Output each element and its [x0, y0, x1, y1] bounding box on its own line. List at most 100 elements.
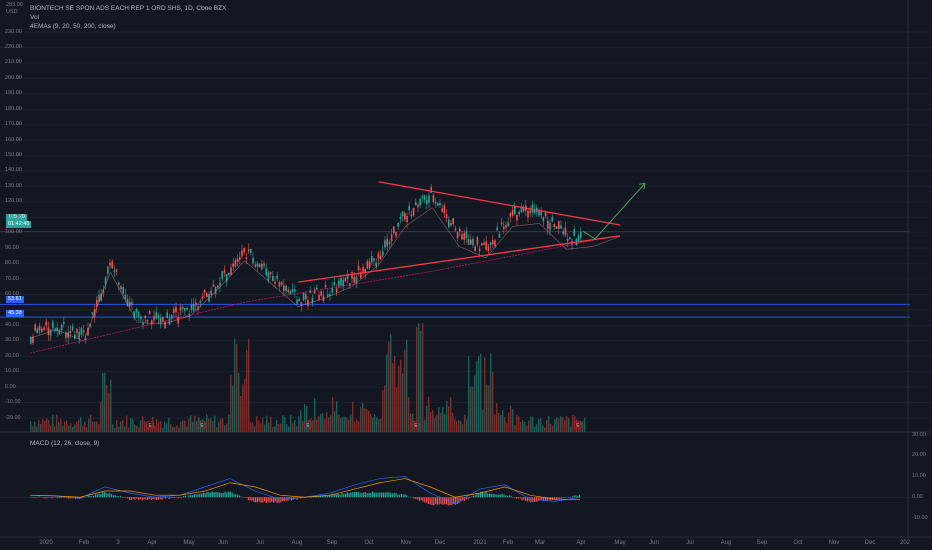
macd-histogram-bar	[492, 494, 494, 498]
volume-bar	[204, 421, 206, 432]
macd-histogram-bar	[215, 492, 217, 498]
macd-histogram-bar	[267, 497, 269, 503]
volume-bar	[470, 386, 472, 432]
macd-histogram-bar	[454, 497, 456, 505]
macd-histogram-bar	[336, 494, 338, 498]
volume-bar	[446, 400, 448, 432]
candle	[560, 225, 562, 229]
macd-histogram-bar	[130, 497, 132, 501]
macd-histogram-bar	[278, 497, 280, 503]
volume-bar	[188, 418, 190, 432]
time-axis-label: Dec	[434, 540, 446, 546]
macd-histogram-bar	[377, 492, 379, 498]
candle	[500, 222, 503, 225]
volume-bar	[78, 419, 80, 432]
volume-bar	[394, 355, 396, 432]
candle	[421, 195, 424, 198]
volume-bar	[212, 420, 214, 432]
volume-bar	[452, 412, 454, 432]
volume-bar	[342, 416, 344, 432]
macd-histogram-bar	[480, 491, 482, 498]
price-axis-label: 10.00	[5, 368, 19, 375]
macd-histogram-bar	[127, 497, 129, 499]
volume-bar	[238, 372, 240, 432]
symbol-title[interactable]: BIONTECH SE SPON ADS EACH REP 1 ORD SHS,…	[30, 5, 227, 12]
volume-bar	[570, 426, 572, 432]
candle	[357, 265, 360, 271]
macd-histogram-bar	[503, 494, 505, 498]
volume-bar	[200, 420, 202, 432]
candle	[410, 214, 413, 217]
volume-bar	[340, 418, 342, 432]
volume-bar	[344, 416, 346, 432]
macd-legend[interactable]: MACD (12, 26, close, 9)	[30, 440, 100, 447]
volume-bar	[112, 424, 114, 432]
candle	[140, 316, 142, 319]
ema-legend[interactable]: 4EMAs (9, 20, 50, 200, close)	[30, 23, 116, 30]
volume-legend[interactable]: Vol	[30, 14, 40, 21]
candle	[199, 301, 201, 303]
candle	[289, 290, 292, 294]
candle	[569, 237, 571, 240]
volume-bar	[474, 375, 476, 432]
macd-histogram-bar	[418, 497, 420, 501]
volume-bar	[334, 411, 336, 432]
candle	[483, 242, 485, 245]
time-axis-label: Jun	[649, 540, 659, 546]
macd-histogram-bar	[161, 497, 163, 500]
volume-bar	[434, 418, 436, 432]
time-axis-label: Nov	[400, 540, 412, 546]
macd-histogram-bar	[411, 497, 413, 498]
volume-bar	[36, 426, 38, 432]
macd-histogram-bar	[175, 497, 177, 498]
volume-bar	[450, 397, 452, 432]
volume-bar	[230, 374, 232, 432]
candle	[335, 288, 338, 293]
candle	[232, 263, 234, 267]
volume-bar	[362, 402, 364, 432]
volume-bar	[156, 419, 158, 432]
volume-bar	[532, 416, 534, 432]
time-axis-label: Feb	[78, 540, 90, 546]
macd-histogram-bar	[431, 497, 433, 506]
macd-histogram-bar	[481, 491, 483, 498]
candle	[122, 287, 124, 294]
volume-bar	[198, 416, 200, 432]
candle	[261, 263, 263, 270]
macd-histogram-bar	[334, 493, 336, 498]
macd-histogram-bar	[55, 497, 57, 498]
macd-histogram-bar	[264, 497, 266, 502]
macd-histogram-bar	[413, 497, 415, 499]
macd-histogram-bar	[314, 496, 316, 498]
volume-bar	[476, 361, 478, 432]
price-axis-label: 150.00	[5, 152, 22, 159]
candle	[379, 255, 382, 260]
candle	[195, 302, 197, 306]
volume-bar	[492, 371, 494, 432]
macd-histogram-bar	[118, 496, 120, 498]
candle	[518, 211, 520, 215]
macd-histogram-bar	[46, 497, 48, 499]
volume-bar	[580, 421, 582, 432]
volume-bar	[194, 415, 196, 432]
price-axis-label: 130.00	[5, 182, 22, 189]
macd-histogram-bar	[240, 496, 242, 498]
candle	[542, 217, 545, 222]
candle	[135, 309, 138, 313]
macd-histogram-bar	[121, 497, 123, 498]
macd-histogram-bar	[235, 494, 237, 498]
macd-histogram-bar	[559, 497, 561, 499]
candle	[276, 275, 278, 279]
macd-histogram-bar	[157, 497, 159, 500]
volume-bar	[502, 409, 504, 432]
macd-histogram-bar	[355, 491, 357, 498]
volume-bar	[318, 416, 320, 432]
macd-histogram-bar	[521, 497, 523, 501]
macd-histogram-bar	[53, 497, 55, 498]
macd-histogram-bar	[280, 497, 282, 503]
macd-histogram-bar	[498, 494, 500, 498]
volume-bar	[524, 421, 526, 432]
candle	[443, 205, 446, 214]
candle	[212, 284, 215, 287]
